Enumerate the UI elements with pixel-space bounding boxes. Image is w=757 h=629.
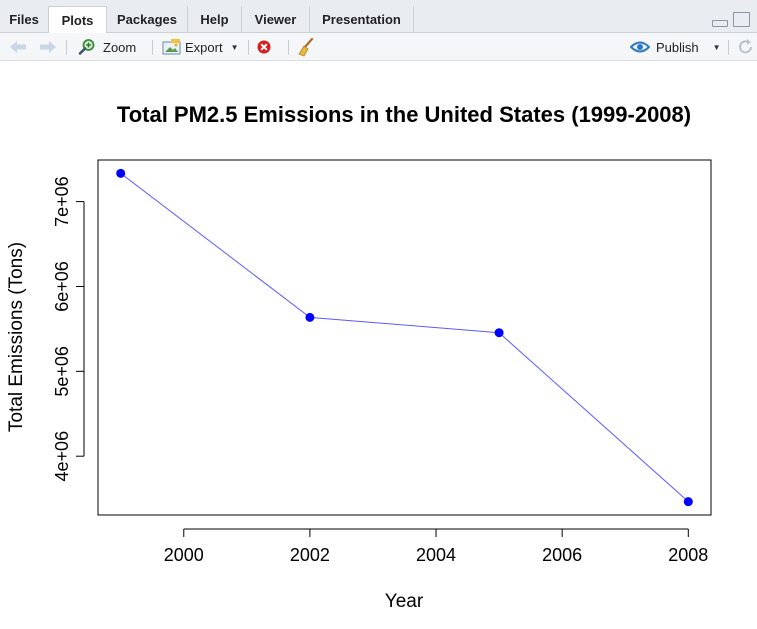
zoom-label: Zoom bbox=[103, 39, 137, 55]
arrow-right-icon bbox=[40, 41, 56, 53]
publish-button[interactable]: Publish ▼ bbox=[630, 33, 721, 61]
plots-toolbar: Zoom Export ▼ Publish ▼ bbox=[0, 33, 757, 61]
arrow-left-icon bbox=[10, 41, 26, 53]
tab-files-label: Files bbox=[9, 12, 39, 27]
zoom-button[interactable]: Zoom bbox=[78, 33, 136, 61]
x-axis-label: Year bbox=[385, 591, 424, 612]
x-tick-label: 2008 bbox=[668, 545, 708, 565]
series-line bbox=[120, 172, 689, 503]
back-button[interactable] bbox=[8, 33, 28, 61]
y-tick-label: 4e+06 bbox=[52, 431, 72, 482]
y-tick-label: 7e+06 bbox=[52, 176, 72, 227]
series-total-emissions bbox=[116, 168, 693, 507]
maximize-icon[interactable] bbox=[733, 12, 750, 27]
tab-help[interactable]: Help bbox=[188, 6, 242, 33]
remove-plot-button[interactable] bbox=[256, 33, 272, 61]
toolbar-separator bbox=[152, 40, 153, 55]
remove-plot-icon bbox=[257, 40, 271, 54]
data-point bbox=[116, 168, 126, 178]
export-button[interactable]: Export ▼ bbox=[162, 33, 239, 61]
broom-icon bbox=[298, 37, 314, 57]
chart-title: Total PM2.5 Emissions in the United Stat… bbox=[117, 102, 691, 127]
tab-presentation-label: Presentation bbox=[322, 12, 401, 27]
emissions-line-chart: Total PM2.5 Emissions in the United Stat… bbox=[6, 102, 712, 612]
x-axis: 2000 2002 2004 2006 2008 bbox=[164, 528, 708, 565]
y-axis-label: Total Emissions (Tons) bbox=[6, 242, 27, 432]
y-axis: 4e+06 5e+06 6e+06 7e+06 bbox=[52, 176, 85, 482]
chevron-down-icon: ▼ bbox=[712, 42, 721, 52]
y-tick-label: 5e+06 bbox=[52, 346, 72, 397]
minimize-icon[interactable] bbox=[712, 20, 728, 27]
chevron-down-icon: ▼ bbox=[230, 42, 239, 52]
clear-plots-button[interactable] bbox=[296, 33, 316, 61]
tab-presentation[interactable]: Presentation bbox=[310, 6, 414, 33]
tab-viewer-label: Viewer bbox=[254, 12, 297, 27]
tab-packages[interactable]: Packages bbox=[107, 6, 188, 33]
toolbar-separator bbox=[728, 40, 729, 55]
tab-plots[interactable]: Plots bbox=[48, 6, 107, 34]
export-image-icon bbox=[162, 39, 181, 55]
data-point bbox=[305, 312, 315, 322]
publish-eye-icon bbox=[630, 41, 650, 53]
toolbar-separator bbox=[288, 40, 289, 55]
x-tick-label: 2002 bbox=[290, 545, 330, 565]
data-point bbox=[683, 497, 693, 507]
pane-tab-bar: Files Plots Packages Help Viewer Present… bbox=[0, 0, 757, 34]
toolbar-separator bbox=[248, 40, 249, 55]
export-label: Export bbox=[185, 39, 223, 55]
x-tick-label: 2006 bbox=[542, 545, 582, 565]
plot-viewer: Total PM2.5 Emissions in the United Stat… bbox=[0, 61, 757, 624]
plot-frame bbox=[97, 159, 712, 516]
tab-viewer[interactable]: Viewer bbox=[242, 6, 310, 33]
refresh-icon bbox=[739, 39, 752, 54]
y-tick-label: 6e+06 bbox=[52, 261, 72, 312]
tab-packages-label: Packages bbox=[117, 12, 177, 27]
refresh-button[interactable] bbox=[737, 33, 755, 61]
tab-help-label: Help bbox=[200, 12, 229, 27]
data-point bbox=[494, 328, 504, 338]
publish-label: Publish bbox=[656, 39, 699, 55]
tab-files[interactable]: Files bbox=[0, 6, 49, 33]
x-tick-label: 2004 bbox=[416, 545, 456, 565]
magnifier-icon bbox=[78, 39, 95, 55]
toolbar-separator bbox=[66, 40, 67, 55]
x-tick-label: 2000 bbox=[164, 545, 204, 565]
tab-plots-label: Plots bbox=[61, 13, 94, 28]
forward-button[interactable] bbox=[38, 33, 58, 61]
